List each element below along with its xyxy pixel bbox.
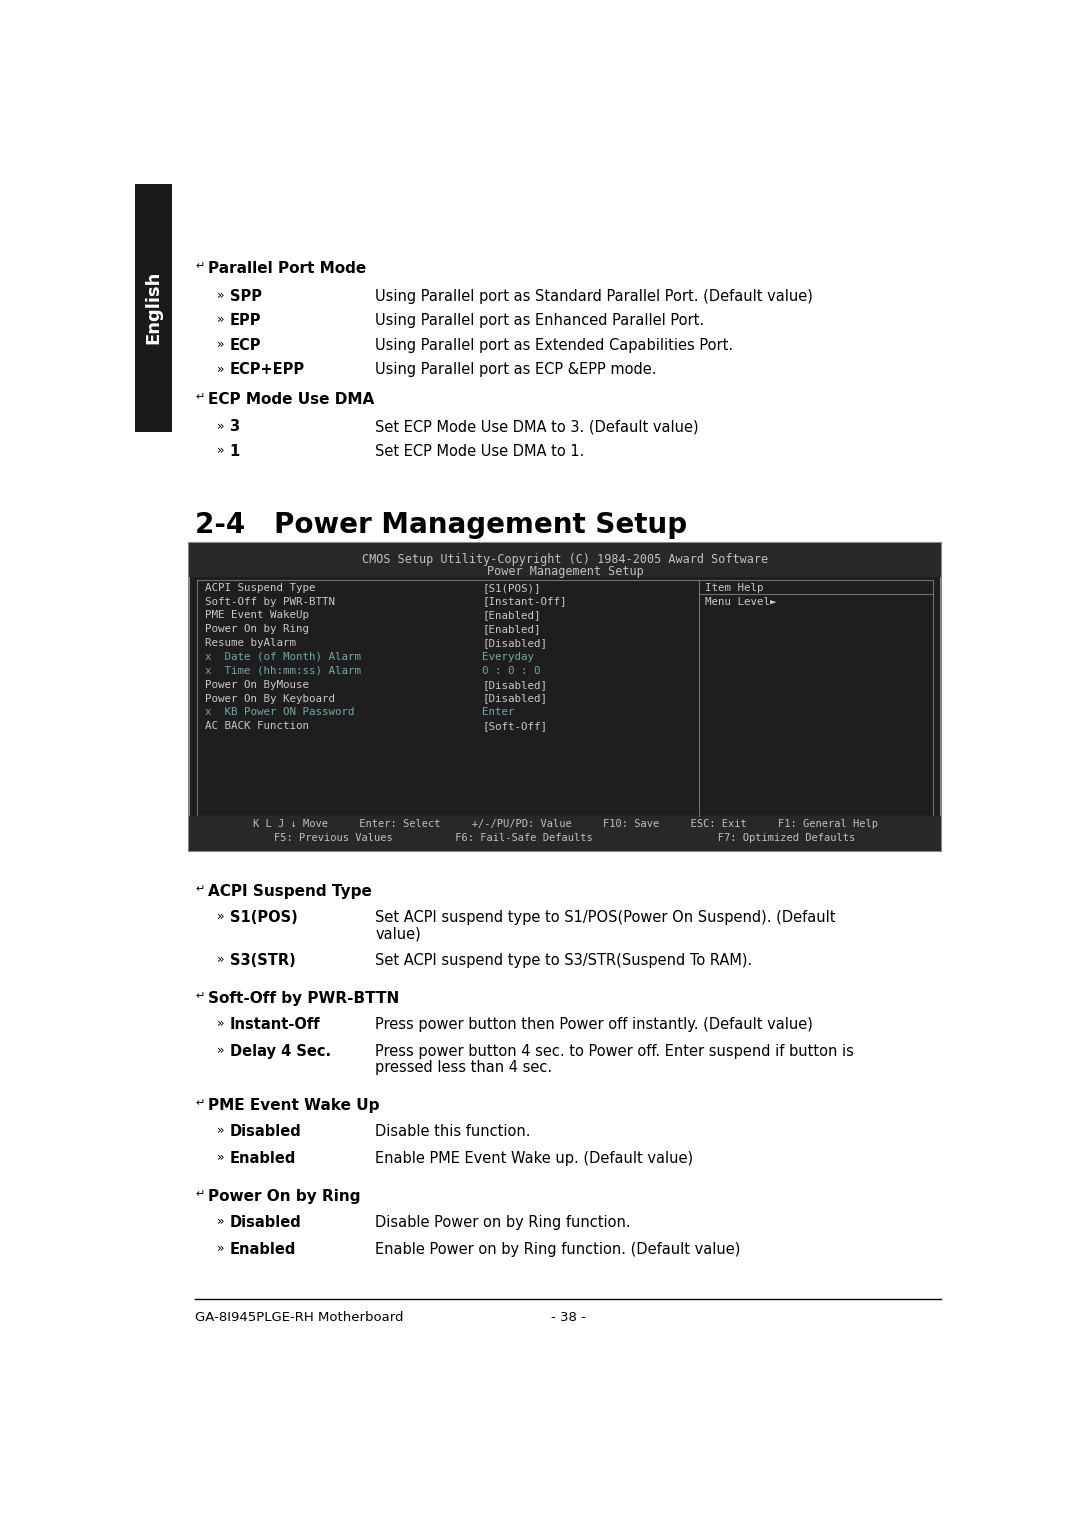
Text: Set ACPI suspend type to S3/STR(Suspend To RAM).: Set ACPI suspend type to S3/STR(Suspend … <box>375 953 753 968</box>
Text: ↵: ↵ <box>195 1098 205 1108</box>
Text: Using Parallel port as Standard Parallel Port. (Default value): Using Parallel port as Standard Parallel… <box>375 288 813 303</box>
Text: Set ECP Mode Use DMA to 1.: Set ECP Mode Use DMA to 1. <box>375 444 584 460</box>
Text: ECP: ECP <box>230 339 261 352</box>
Text: Everyday: Everyday <box>482 653 535 662</box>
Text: »: » <box>217 444 225 457</box>
Text: [Disabled]: [Disabled] <box>482 639 548 648</box>
Text: Soft-Off by PWR-BTTN: Soft-Off by PWR-BTTN <box>207 991 400 1007</box>
Text: ↵: ↵ <box>195 260 205 271</box>
Text: SPP: SPP <box>230 288 261 303</box>
Text: ECP+EPP: ECP+EPP <box>230 363 305 377</box>
Text: ↵: ↵ <box>195 1189 205 1198</box>
Text: Set ACPI suspend type to S1/POS(Power On Suspend). (Default: Set ACPI suspend type to S1/POS(Power On… <box>375 910 836 925</box>
Text: PME Event WakeUp: PME Event WakeUp <box>205 610 309 620</box>
Text: »: » <box>217 1124 225 1137</box>
Text: Power On ByMouse: Power On ByMouse <box>205 680 309 689</box>
Text: 0 : 0 : 0: 0 : 0 : 0 <box>482 666 541 676</box>
Text: Enabled: Enabled <box>230 1151 296 1166</box>
Text: K L J ↓ Move     Enter: Select     +/-/PU/PD: Value     F10: Save     ESC: Exit : K L J ↓ Move Enter: Select +/-/PU/PD: Va… <box>253 820 878 829</box>
Text: Enabled: Enabled <box>230 1242 296 1256</box>
Text: ACPI Suspend Type: ACPI Suspend Type <box>207 884 372 899</box>
Text: Enter: Enter <box>482 708 515 717</box>
Text: 3: 3 <box>230 420 240 435</box>
Text: Using Parallel port as ECP &EPP mode.: Using Parallel port as ECP &EPP mode. <box>375 363 657 377</box>
Text: ↵: ↵ <box>195 884 205 893</box>
Text: Using Parallel port as Extended Capabilities Port.: Using Parallel port as Extended Capabili… <box>375 339 733 352</box>
Text: »: » <box>217 953 225 967</box>
Text: Disable Power on by Ring function.: Disable Power on by Ring function. <box>375 1215 631 1230</box>
Text: ↵: ↵ <box>195 392 205 401</box>
Text: Disabled: Disabled <box>230 1124 301 1138</box>
Text: [Soft-Off]: [Soft-Off] <box>482 722 548 731</box>
Text: English: English <box>145 271 163 345</box>
Text: Disable this function.: Disable this function. <box>375 1124 530 1138</box>
Text: »: » <box>217 339 225 351</box>
Text: Soft-Off by PWR-BTTN: Soft-Off by PWR-BTTN <box>205 596 335 607</box>
Bar <box>189 544 941 852</box>
Bar <box>189 817 941 852</box>
Text: ECP Mode Use DMA: ECP Mode Use DMA <box>207 392 374 406</box>
Text: Using Parallel port as Enhanced Parallel Port.: Using Parallel port as Enhanced Parallel… <box>375 313 704 328</box>
Bar <box>197 579 933 817</box>
Bar <box>189 544 941 578</box>
Text: 1: 1 <box>230 444 240 460</box>
Text: Power On by Ring: Power On by Ring <box>205 624 309 634</box>
Text: GA-8I945PLGE-RH Motherboard: GA-8I945PLGE-RH Motherboard <box>195 1311 404 1324</box>
Text: »: » <box>217 420 225 432</box>
Text: x  KB Power ON Password: x KB Power ON Password <box>205 708 354 717</box>
Text: »: » <box>217 1151 225 1164</box>
Text: Item Help: Item Help <box>705 582 764 593</box>
Text: Press power button then Power off instantly. (Default value): Press power button then Power off instan… <box>375 1017 813 1033</box>
Text: »: » <box>217 1242 225 1255</box>
Text: pressed less than 4 sec.: pressed less than 4 sec. <box>375 1060 552 1075</box>
Text: Instant-Off: Instant-Off <box>230 1017 320 1033</box>
Text: Power On By Keyboard: Power On By Keyboard <box>205 694 335 703</box>
Bar <box>135 184 172 432</box>
Text: »: » <box>217 313 225 326</box>
Text: S1(POS): S1(POS) <box>230 910 297 925</box>
Text: Delay 4 Sec.: Delay 4 Sec. <box>230 1043 330 1059</box>
Text: PME Event Wake Up: PME Event Wake Up <box>207 1098 379 1112</box>
Text: CMOS Setup Utility-Copyright (C) 1984-2005 Award Software: CMOS Setup Utility-Copyright (C) 1984-20… <box>362 553 768 565</box>
Text: [Enabled]: [Enabled] <box>482 610 541 620</box>
Text: - 38 -: - 38 - <box>551 1311 585 1324</box>
Text: Parallel Port Mode: Parallel Port Mode <box>207 260 366 276</box>
Text: ACPI Suspend Type: ACPI Suspend Type <box>205 582 315 593</box>
Text: Resume byAlarm: Resume byAlarm <box>205 639 296 648</box>
Text: Disabled: Disabled <box>230 1215 301 1230</box>
Text: Enable Power on by Ring function. (Default value): Enable Power on by Ring function. (Defau… <box>375 1242 741 1256</box>
Text: »: » <box>217 1043 225 1057</box>
Text: S3(STR): S3(STR) <box>230 953 295 968</box>
Text: ↵: ↵ <box>195 991 205 1000</box>
Text: Press power button 4 sec. to Power off. Enter suspend if button is: Press power button 4 sec. to Power off. … <box>375 1043 854 1059</box>
Text: x  Time (hh:mm:ss) Alarm: x Time (hh:mm:ss) Alarm <box>205 666 361 676</box>
Text: »: » <box>217 288 225 302</box>
Text: 2-4   Power Management Setup: 2-4 Power Management Setup <box>195 512 688 539</box>
Text: Enable PME Event Wake up. (Default value): Enable PME Event Wake up. (Default value… <box>375 1151 693 1166</box>
Text: AC BACK Function: AC BACK Function <box>205 722 309 731</box>
Text: [S1(POS)]: [S1(POS)] <box>482 582 541 593</box>
Text: »: » <box>217 910 225 922</box>
Text: »: » <box>217 1215 225 1227</box>
Text: [Disabled]: [Disabled] <box>482 680 548 689</box>
Text: Power On by Ring: Power On by Ring <box>207 1189 361 1204</box>
Text: F5: Previous Values          F6: Fail-Safe Defaults                    F7: Optim: F5: Previous Values F6: Fail-Safe Defaul… <box>274 833 855 843</box>
Text: [Instant-Off]: [Instant-Off] <box>482 596 567 607</box>
Text: Power Management Setup: Power Management Setup <box>487 565 644 578</box>
Text: Set ECP Mode Use DMA to 3. (Default value): Set ECP Mode Use DMA to 3. (Default valu… <box>375 420 699 435</box>
Text: x  Date (of Month) Alarm: x Date (of Month) Alarm <box>205 653 361 662</box>
Text: value): value) <box>375 927 421 941</box>
Text: »: » <box>217 1017 225 1030</box>
Text: EPP: EPP <box>230 313 261 328</box>
Text: [Enabled]: [Enabled] <box>482 624 541 634</box>
Text: »: » <box>217 363 225 375</box>
Text: [Disabled]: [Disabled] <box>482 694 548 703</box>
Text: Menu Level►: Menu Level► <box>705 596 777 607</box>
